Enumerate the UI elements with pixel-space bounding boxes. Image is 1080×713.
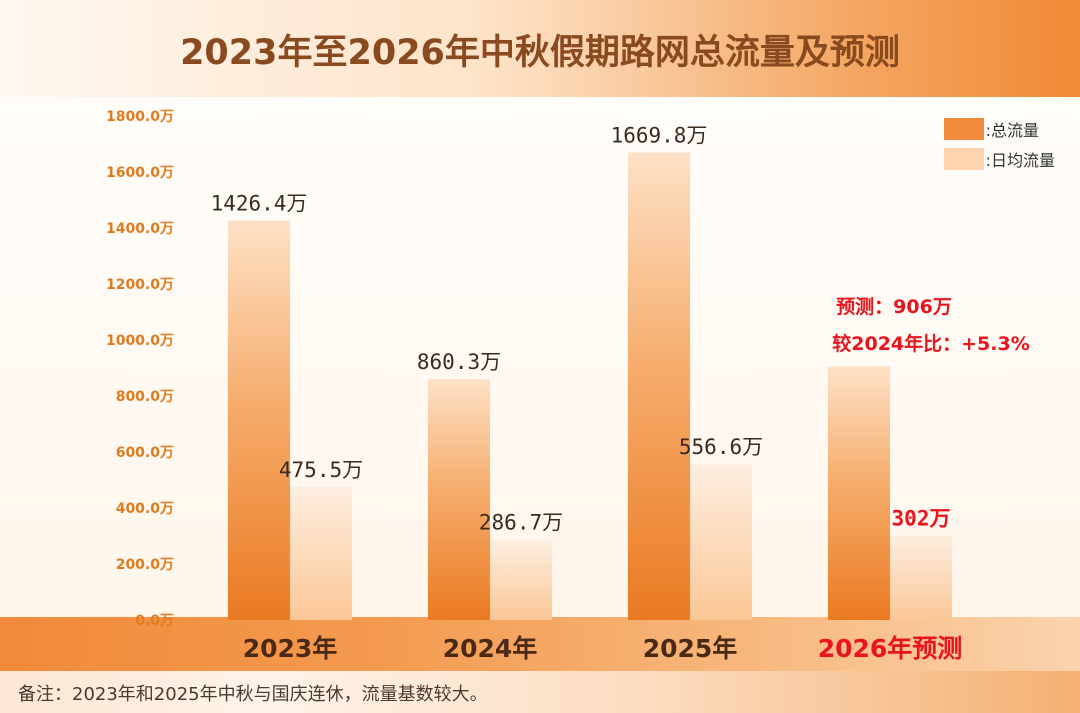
legend-label-total: :总流量 (985, 121, 1039, 140)
bar-value-label: 860.3万 (417, 350, 501, 374)
legend-label-daily: :日均流量 (985, 151, 1055, 170)
bar-value-label: 1669.8万 (611, 123, 708, 147)
y-tick-label: 200.0万 (116, 557, 174, 573)
y-tick-label: 1200.0万 (106, 277, 174, 293)
bar-daily (890, 535, 952, 620)
footnote: 备注：2023年和2025年中秋与国庆连休，流量基数较大。 (18, 684, 488, 705)
x-category-label: 2026年预测 (818, 634, 963, 663)
y-tick-label: 400.0万 (116, 501, 174, 517)
bar-daily (290, 486, 352, 620)
bar-daily (490, 539, 552, 620)
x-category-label: 2023年 (243, 634, 338, 663)
y-tick-label: 1400.0万 (106, 221, 174, 237)
bar-value-label: 286.7万 (479, 511, 563, 535)
legend-swatch-daily (943, 148, 984, 170)
y-tick-label: 600.0万 (116, 445, 174, 461)
legend: :总流量 :日均流量 (943, 117, 1055, 177)
bar-total (428, 379, 490, 620)
forecast-annotation-line2: 较2024年比：+5.3% (832, 332, 1030, 355)
legend-swatch-total (943, 118, 984, 140)
chart-title: 2023年至2026年中秋假期路网总流量及预测 (180, 33, 900, 73)
bar-total (828, 366, 890, 620)
x-axis-band (0, 617, 1080, 671)
bar-value-label: 302万 (892, 506, 951, 530)
y-tick-label: 1800.0万 (106, 109, 174, 125)
legend-item-total: :总流量 (943, 117, 1055, 141)
title-band (0, 0, 1080, 97)
legend-item-daily: :日均流量 (943, 147, 1055, 171)
x-category-label: 2025年 (643, 634, 738, 663)
x-category-label: 2024年 (443, 634, 538, 663)
y-tick-label: 1000.0万 (106, 333, 174, 349)
bar-value-label: 475.5万 (279, 458, 363, 482)
bar-total (628, 152, 690, 620)
bar-value-label: 556.6万 (679, 435, 763, 459)
chart-background (0, 97, 1080, 617)
forecast-annotation-line1: 预测：906万 (836, 296, 952, 318)
y-tick-label: 800.0万 (116, 389, 174, 405)
bar-value-label: 1426.4万 (211, 192, 308, 216)
y-tick-label: 0.0万 (135, 613, 174, 629)
bar-daily (690, 464, 752, 620)
y-tick-label: 1600.0万 (106, 165, 174, 181)
bar-total (228, 220, 290, 620)
